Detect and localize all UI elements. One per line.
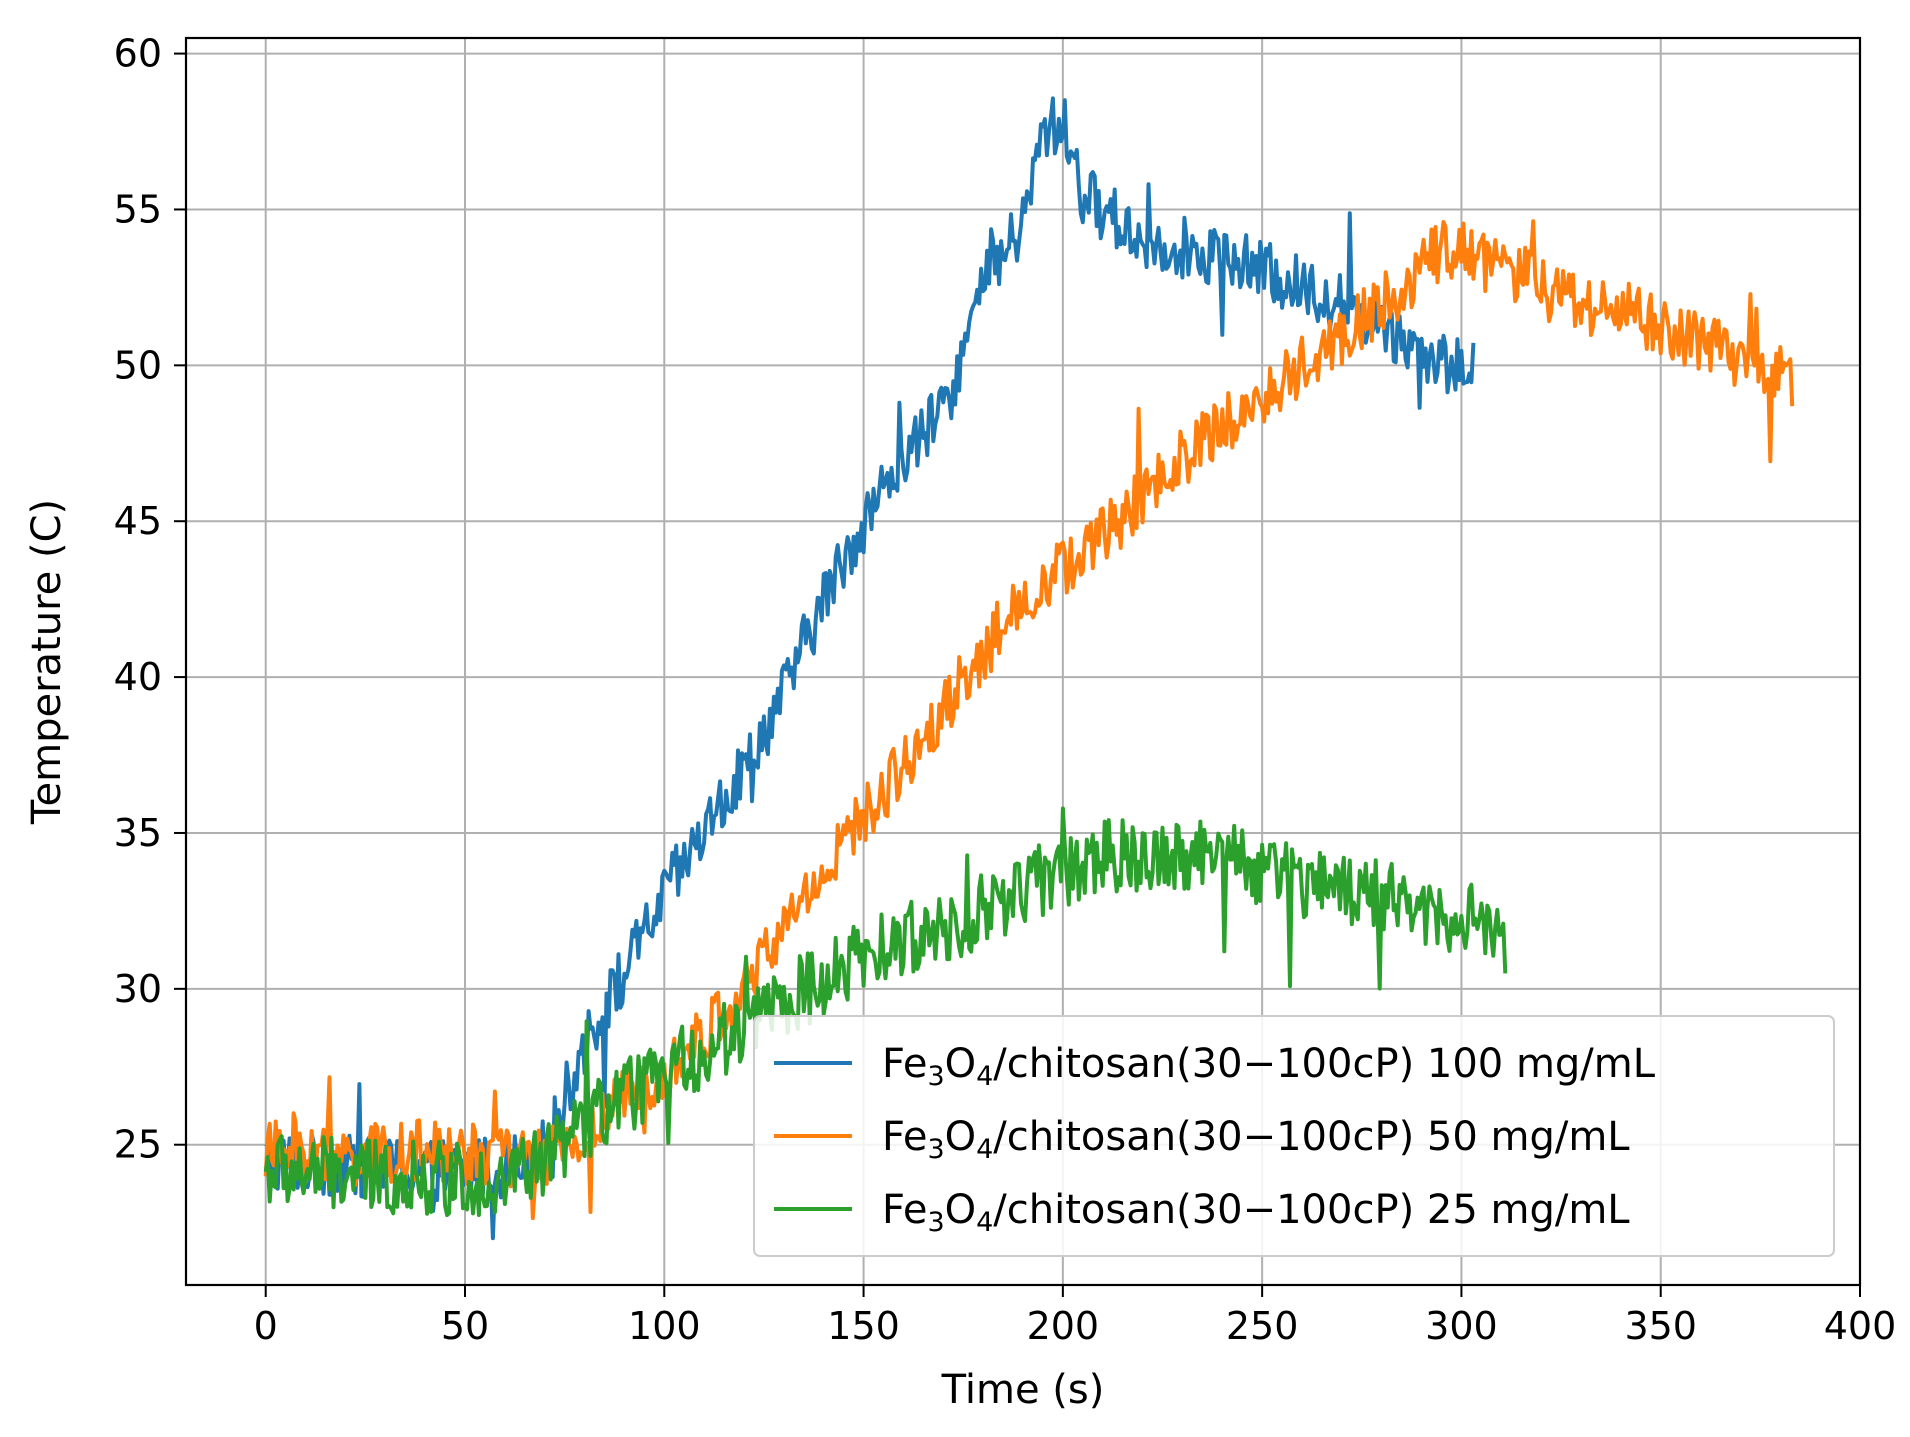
- legend-subscript: 4: [976, 1061, 993, 1092]
- legend: Fe3O4/chitosan(30−100cP) 100 mg/mLFe3O4/…: [753, 1015, 1835, 1257]
- axis-ticks: 0 50 100 150 200 250 300 350 400 25 30 35 40 45 50 55 60: [114, 32, 1897, 1348]
- y-tick-label: 35: [114, 811, 162, 855]
- legend-text-part: O: [945, 1041, 976, 1087]
- plot-frame: [184, 36, 1862, 1287]
- y-tick-label: 50: [114, 343, 162, 387]
- legend-text-part: Fe: [882, 1187, 927, 1233]
- legend-text-part: /chitosan(30−100cP) 50 mg/mL: [993, 1114, 1630, 1160]
- y-tick-label: 60: [114, 32, 162, 76]
- legend-text-part: O: [945, 1187, 976, 1233]
- legend-subscript: 3: [927, 1134, 944, 1165]
- x-tick-label: 0: [254, 1304, 278, 1348]
- y-tick-label: 30: [114, 967, 162, 1011]
- legend-text-part: Fe: [882, 1114, 927, 1160]
- series-lines: [263, 96, 1795, 1241]
- legend-box: [753, 1015, 1835, 1257]
- legend-label: Fe3O4/chitosan(30−100cP) 100 mg/mL: [882, 1041, 1656, 1092]
- y-tick-label: 25: [114, 1123, 162, 1167]
- legend-text-part: /chitosan(30−100cP) 25 mg/mL: [993, 1187, 1630, 1233]
- x-tick-label: 150: [827, 1304, 900, 1348]
- y-tick-label: 55: [114, 187, 162, 231]
- legend-subscript: 3: [927, 1207, 944, 1238]
- y-tick-label: 45: [114, 499, 162, 543]
- x-tick-label: 50: [441, 1304, 489, 1348]
- x-tick-label: 400: [1824, 1304, 1897, 1348]
- legend-text-part: Fe: [882, 1041, 927, 1087]
- y-axis-label: Temperature (C): [24, 499, 70, 825]
- legend-label: Fe3O4/chitosan(30−100cP) 50 mg/mL: [882, 1114, 1630, 1165]
- x-tick-label: 300: [1425, 1304, 1498, 1348]
- legend-subscript: 4: [976, 1207, 993, 1238]
- y-tick-label: 40: [114, 655, 162, 699]
- legend-subscript: 4: [976, 1134, 993, 1165]
- legend-text-part: O: [945, 1114, 976, 1160]
- legend-text-part: /chitosan(30−100cP) 100 mg/mL: [993, 1041, 1655, 1087]
- x-tick-label: 350: [1624, 1304, 1697, 1348]
- legend-label: Fe3O4/chitosan(30−100cP) 25 mg/mL: [882, 1187, 1630, 1238]
- x-tick-label: 200: [1027, 1304, 1100, 1348]
- x-tick-label: 100: [628, 1304, 701, 1348]
- legend-subscript: 3: [927, 1061, 944, 1092]
- x-tick-label: 250: [1226, 1304, 1299, 1348]
- series-line: [263, 806, 1508, 1218]
- x-axis-label: Time (s): [941, 1367, 1105, 1413]
